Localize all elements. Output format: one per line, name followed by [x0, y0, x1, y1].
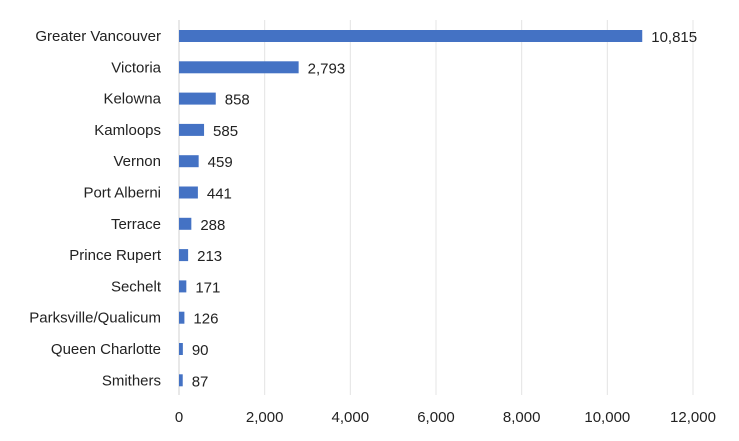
bar [179, 186, 198, 199]
bar [179, 30, 643, 42]
gridlines [178, 20, 694, 395]
data-label: 90 [192, 342, 209, 359]
bar [179, 374, 183, 387]
category-label: Port Alberni [83, 185, 161, 202]
category-label: Terrace [111, 216, 161, 233]
category-label: Victoria [111, 59, 161, 76]
value-labels: 10,815 2,793 858 585 459 441 288 213 171 126 90 87 [192, 29, 697, 390]
x-axis-ticks: 0 2,000 4,000 6,000 8,000 10,000 12,000 [175, 409, 716, 426]
bar [179, 249, 189, 262]
x-tick-label: 2,000 [246, 409, 284, 426]
category-label: Parksville/Qualicum [29, 310, 161, 327]
bar [179, 217, 192, 230]
data-label: 2,793 [308, 60, 346, 77]
data-label: 459 [208, 154, 233, 171]
bar [179, 311, 185, 324]
category-labels: Greater Vancouver Victoria Kelowna Kamloops… [29, 28, 162, 389]
data-label: 858 [225, 92, 250, 109]
category-label: Sechelt [111, 278, 162, 295]
bar [179, 155, 199, 168]
category-label: Prince Rupert [69, 247, 162, 264]
data-label: 126 [193, 311, 218, 328]
bar [179, 92, 216, 105]
data-label: 171 [195, 279, 220, 296]
x-tick-label: 0 [175, 409, 183, 426]
x-tick-label: 10,000 [584, 409, 630, 426]
x-tick-label: 6,000 [417, 409, 455, 426]
bar [179, 61, 299, 74]
bars [179, 30, 643, 387]
x-tick-label: 4,000 [332, 409, 370, 426]
category-label: Kamloops [94, 122, 161, 139]
category-label: Smithers [102, 372, 161, 389]
x-tick-label: 12,000 [670, 409, 716, 426]
x-tick-label: 8,000 [503, 409, 541, 426]
category-label: Kelowna [103, 91, 161, 108]
data-label: 288 [200, 217, 225, 234]
data-label: 441 [207, 186, 232, 203]
data-label: 213 [197, 248, 222, 265]
data-label: 585 [213, 123, 238, 140]
category-label: Greater Vancouver [35, 28, 161, 45]
data-label: 87 [192, 373, 209, 390]
data-label: 10,815 [651, 29, 697, 46]
category-label: Queen Charlotte [51, 341, 161, 358]
bar [179, 123, 205, 136]
bar [179, 343, 183, 355]
category-label: Vernon [113, 153, 161, 170]
bar [179, 280, 187, 293]
